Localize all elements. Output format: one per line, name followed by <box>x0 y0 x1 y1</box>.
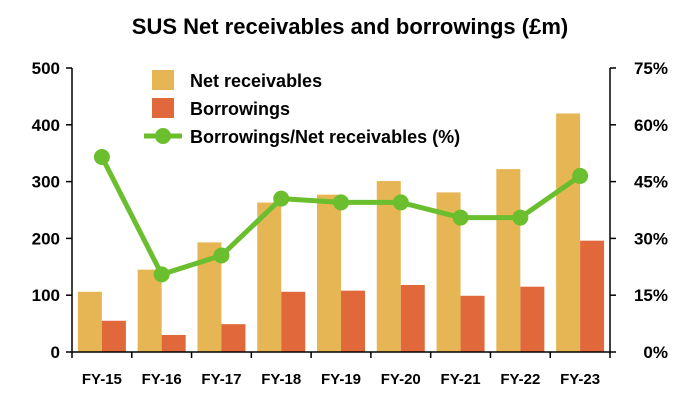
net-receivables-bar-fy-16 <box>137 269 162 352</box>
net-receivables-bar-fy-18 <box>257 202 282 352</box>
borrowings-bar-fy-22 <box>520 286 545 352</box>
legend-label-ratio: Borrowings/Net receivables (%) <box>190 127 460 147</box>
borrowings-bar-fy-21 <box>460 295 485 352</box>
borrowings-bar-fy-20 <box>400 284 425 352</box>
right-tick-label: 60% <box>634 116 668 135</box>
x-tick-label: FY-15 <box>82 371 122 388</box>
ratio-marker-fy-15 <box>93 148 110 165</box>
chart-title: SUS Net receivables and borrowings (£m) <box>131 14 569 39</box>
line-layer <box>93 148 589 283</box>
net-receivables-bar-fy-15 <box>77 291 102 352</box>
borrowings-bar-fy-19 <box>341 290 365 352</box>
borrowings-bar-fy-15 <box>101 320 126 352</box>
x-tick-label: FY-19 <box>321 371 361 388</box>
axes-layer: 0 100 200 300 400 500 0% 15% 30% 45% 60% 75% FY-15 FY… <box>32 59 668 388</box>
ratio-marker-fy-19 <box>333 194 349 211</box>
borrowings-bar-fy-23 <box>580 240 605 352</box>
legend-swatch-net-receivables <box>152 70 174 90</box>
ratio-marker-fy-23 <box>572 167 589 184</box>
borrowings-bar-fy-17 <box>221 324 246 352</box>
right-tick-label: 30% <box>634 229 668 248</box>
right-tick-label: 15% <box>634 286 668 305</box>
left-tick-label: 500 <box>32 59 60 78</box>
net-receivables-bar-fy-20 <box>376 181 401 352</box>
left-tick-label: 100 <box>32 286 60 305</box>
legend-swatch-ratio-marker <box>155 128 171 144</box>
borrowings-bar-fy-18 <box>281 291 306 352</box>
left-tick-label: 200 <box>32 229 60 248</box>
x-tick-label: FY-16 <box>142 371 182 388</box>
right-tick-label: 0% <box>643 343 668 362</box>
ratio-marker-fy-20 <box>392 194 409 211</box>
legend-layer: Net receivables Borrowings Borrowings/Net … <box>144 70 460 147</box>
borrowings-bar-fy-16 <box>161 334 186 352</box>
left-tick-label: 0 <box>51 343 60 362</box>
ratio-marker-fy-18 <box>273 190 290 207</box>
x-tick-label: FY-23 <box>560 371 600 388</box>
x-tick-label: FY-17 <box>201 371 241 388</box>
legend-swatch-borrowings <box>152 98 174 118</box>
x-tick-label: FY-20 <box>381 371 421 388</box>
legend-label-borrowings: Borrowings <box>190 99 290 119</box>
net-receivables-bar-fy-22 <box>496 169 521 352</box>
ratio-marker-fy-22 <box>512 209 529 226</box>
x-tick-label: FY-21 <box>441 371 481 388</box>
net-receivables-bar-fy-19 <box>317 194 341 352</box>
right-tick-label: 75% <box>634 59 668 78</box>
bars-layer <box>77 113 605 352</box>
ratio-marker-fy-16 <box>153 266 170 283</box>
left-tick-label: 400 <box>32 116 60 135</box>
ratio-marker-fy-21 <box>452 209 469 226</box>
net-receivables-bar-fy-23 <box>556 113 581 352</box>
ratio-marker-fy-17 <box>213 247 230 264</box>
legend-label-net-receivables: Net receivables <box>190 71 322 91</box>
right-tick-label: 45% <box>634 173 668 192</box>
x-tick-label: FY-18 <box>261 371 301 388</box>
left-tick-label: 300 <box>32 173 60 192</box>
x-tick-label: FY-22 <box>500 371 540 388</box>
